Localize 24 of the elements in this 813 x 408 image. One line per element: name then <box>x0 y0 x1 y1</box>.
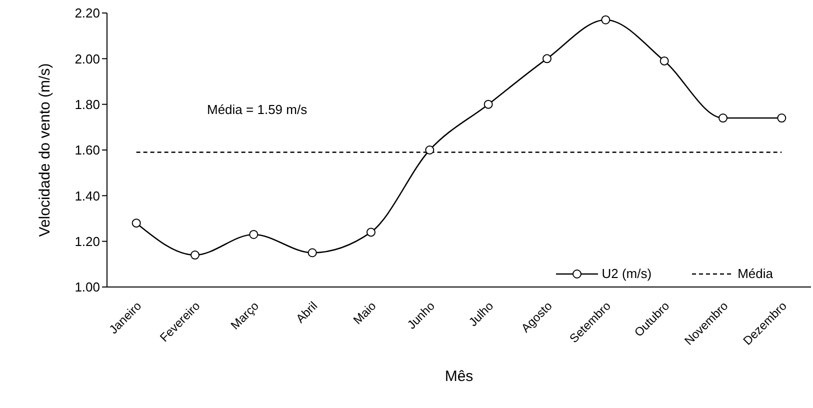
point <box>660 56 669 66</box>
legend-label: Média <box>738 266 773 281</box>
y-tick-label: 1.00 <box>74 280 100 295</box>
y-axis-title: Velocidade do vento (m/s) <box>36 63 54 237</box>
annotation: Média = 1.59 m/s <box>207 102 308 117</box>
point <box>308 248 317 258</box>
point <box>601 15 610 24</box>
point <box>718 114 728 123</box>
y-tick-label: 1.80 <box>74 96 100 112</box>
point <box>190 250 200 260</box>
point <box>425 146 434 154</box>
point <box>132 218 141 228</box>
y-tick-label: 2.00 <box>74 51 100 66</box>
point <box>249 230 258 239</box>
y-tick-label: 1.60 <box>74 142 100 158</box>
x-axis-title: Mês <box>444 368 474 385</box>
point <box>542 54 552 64</box>
legend-label: U2 (m/s) <box>602 266 652 281</box>
point <box>366 228 376 237</box>
y-tick-label: 1.20 <box>74 234 100 249</box>
y-tick-label: 2.20 <box>74 6 100 21</box>
point <box>777 114 786 123</box>
y-tick-label: 1.40 <box>74 188 100 204</box>
point <box>484 100 493 109</box>
